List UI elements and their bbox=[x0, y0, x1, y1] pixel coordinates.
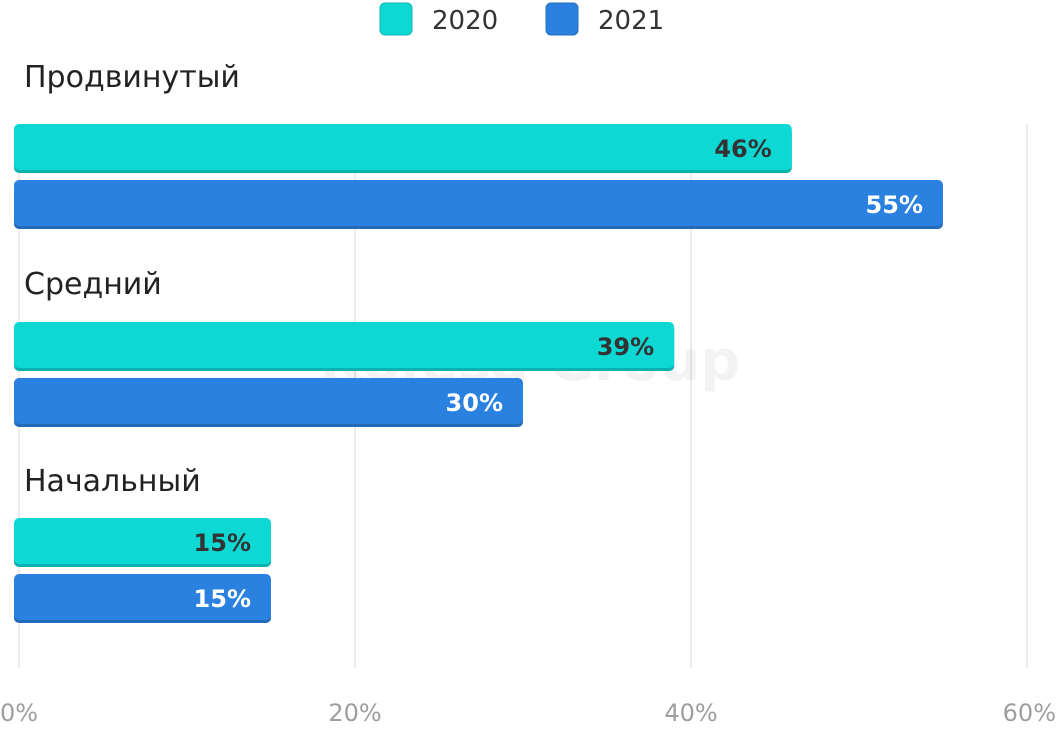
legend-swatch-2020 bbox=[379, 2, 413, 36]
category-labels: Продвинутый Средний Начальный bbox=[24, 60, 240, 499]
x-tick-label: 60% bbox=[1003, 699, 1056, 727]
bar-value-label: 15% bbox=[194, 585, 251, 613]
bar-value-label: 55% bbox=[866, 191, 923, 219]
category-label: Средний bbox=[24, 267, 162, 302]
bars: 46% 55% 39% 30% 15% 15% bbox=[14, 124, 943, 623]
bar bbox=[14, 180, 943, 226]
bar-value-label: 15% bbox=[194, 529, 251, 557]
category-label: Начальный bbox=[24, 464, 201, 499]
x-tick-label: 40% bbox=[664, 699, 717, 727]
bar bbox=[14, 124, 792, 170]
bar bbox=[14, 322, 675, 368]
bar-value-label: 39% bbox=[597, 333, 654, 361]
legend-label-2020: 2020 bbox=[432, 6, 498, 36]
category-label: Продвинутый bbox=[24, 60, 240, 95]
bar-value-label: 30% bbox=[446, 389, 503, 417]
legend-swatch-2021 bbox=[545, 2, 579, 36]
x-tick-label: 0% bbox=[0, 699, 38, 727]
x-tick-label: 20% bbox=[328, 699, 381, 727]
x-axis-ticks: 0% 20% 40% 60% bbox=[0, 699, 1056, 727]
bar bbox=[14, 378, 523, 424]
legend: 2020 2021 bbox=[379, 2, 664, 36]
bar bbox=[14, 518, 271, 564]
legend-label-2021: 2021 bbox=[598, 6, 664, 36]
bar-value-label: 46% bbox=[714, 135, 771, 163]
bar bbox=[14, 574, 271, 620]
